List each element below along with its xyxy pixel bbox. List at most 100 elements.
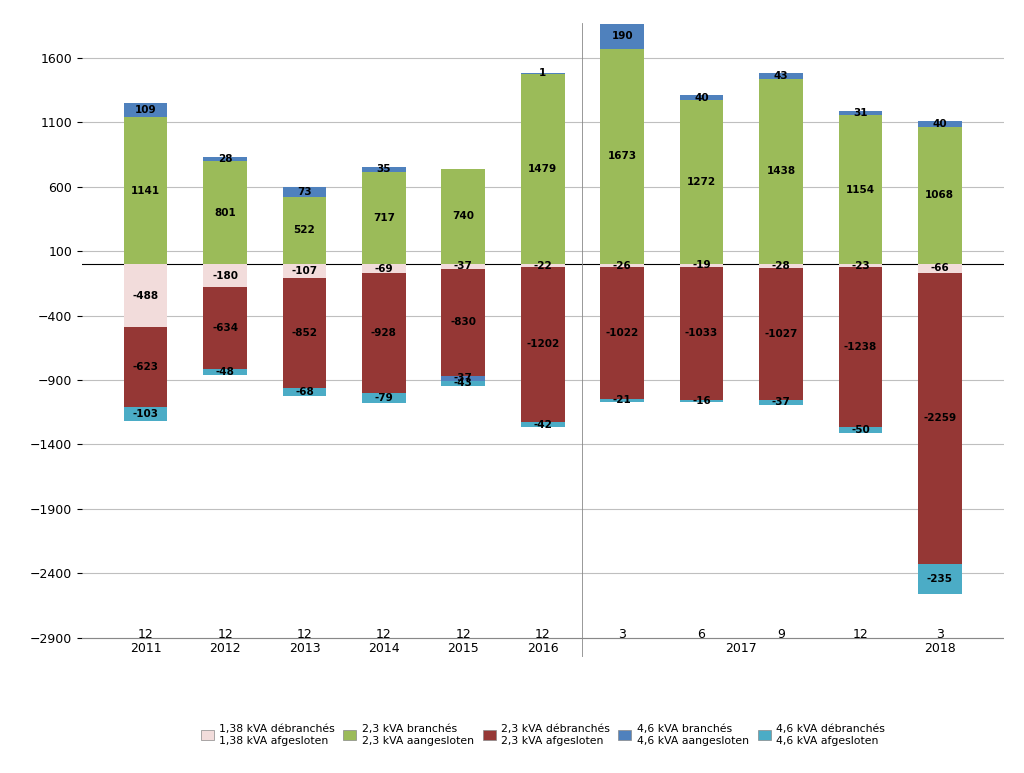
Text: -830: -830 xyxy=(451,318,476,327)
Bar xyxy=(839,264,883,267)
Bar xyxy=(203,288,247,369)
Text: -852: -852 xyxy=(292,328,317,338)
Text: 12: 12 xyxy=(138,628,154,641)
Text: -1022: -1022 xyxy=(605,329,639,339)
Bar xyxy=(600,49,644,264)
Bar xyxy=(441,169,485,264)
Bar xyxy=(759,400,803,405)
Text: 9: 9 xyxy=(777,628,785,641)
Bar xyxy=(362,264,406,273)
Bar xyxy=(918,127,962,264)
Text: 1068: 1068 xyxy=(926,190,954,200)
Text: -37: -37 xyxy=(454,261,473,271)
Text: 2013: 2013 xyxy=(289,642,321,655)
Text: 43: 43 xyxy=(774,71,788,81)
Text: 2011: 2011 xyxy=(130,642,162,655)
Bar xyxy=(283,264,327,278)
Bar xyxy=(600,399,644,402)
Bar xyxy=(441,264,485,269)
Bar xyxy=(283,387,327,397)
Text: 40: 40 xyxy=(933,119,947,129)
Text: -1238: -1238 xyxy=(844,342,877,352)
Bar xyxy=(362,172,406,264)
Text: -623: -623 xyxy=(133,362,159,372)
Text: -43: -43 xyxy=(454,378,473,388)
Text: -28: -28 xyxy=(772,261,791,271)
Text: -928: -928 xyxy=(371,328,397,338)
Text: 1438: 1438 xyxy=(766,166,796,176)
Bar xyxy=(680,267,723,400)
Bar xyxy=(680,400,723,402)
Bar xyxy=(124,327,168,407)
Text: 109: 109 xyxy=(135,105,157,115)
Bar xyxy=(521,73,564,264)
Bar xyxy=(839,267,883,427)
Bar xyxy=(283,187,327,197)
Bar xyxy=(283,197,327,264)
Text: 522: 522 xyxy=(294,226,315,236)
Bar xyxy=(203,158,247,161)
Bar xyxy=(521,267,564,422)
Bar xyxy=(759,267,803,400)
Text: -23: -23 xyxy=(851,261,869,271)
Text: 2015: 2015 xyxy=(447,642,479,655)
Text: 3: 3 xyxy=(936,628,944,641)
Text: 1673: 1673 xyxy=(607,152,637,162)
Text: 1141: 1141 xyxy=(131,186,160,196)
Bar xyxy=(918,121,962,127)
Text: 12: 12 xyxy=(853,628,868,641)
Bar xyxy=(918,564,962,594)
Text: 2014: 2014 xyxy=(368,642,399,655)
Bar xyxy=(680,95,723,100)
Text: -103: -103 xyxy=(133,409,159,419)
Text: -180: -180 xyxy=(212,271,238,281)
Text: -37: -37 xyxy=(771,397,791,407)
Bar xyxy=(600,24,644,49)
Text: -1033: -1033 xyxy=(685,328,718,338)
Text: -66: -66 xyxy=(931,264,949,274)
Text: -19: -19 xyxy=(692,261,711,271)
Text: 12: 12 xyxy=(217,628,232,641)
Text: -16: -16 xyxy=(692,396,711,406)
Text: 2012: 2012 xyxy=(209,642,241,655)
Text: -235: -235 xyxy=(927,574,952,584)
Text: 2016: 2016 xyxy=(527,642,558,655)
Bar xyxy=(759,73,803,79)
Text: -107: -107 xyxy=(292,266,317,276)
Text: -26: -26 xyxy=(612,261,632,271)
Bar xyxy=(839,111,883,115)
Bar xyxy=(203,264,247,288)
Bar xyxy=(441,269,485,376)
Text: -68: -68 xyxy=(295,387,313,397)
Text: 31: 31 xyxy=(853,108,867,118)
Bar xyxy=(362,167,406,172)
Text: -79: -79 xyxy=(375,393,393,403)
Text: 12: 12 xyxy=(456,628,471,641)
Bar xyxy=(918,273,962,564)
Text: 6: 6 xyxy=(697,628,706,641)
Text: 801: 801 xyxy=(214,207,236,217)
Text: -42: -42 xyxy=(534,420,552,430)
Text: 40: 40 xyxy=(694,93,709,103)
Text: 3: 3 xyxy=(618,628,626,641)
Text: 12: 12 xyxy=(535,628,551,641)
Text: -488: -488 xyxy=(132,291,159,301)
Bar xyxy=(203,369,247,375)
Text: 12: 12 xyxy=(297,628,312,641)
Bar xyxy=(124,103,168,117)
Bar xyxy=(680,264,723,267)
Bar xyxy=(521,422,564,427)
Bar xyxy=(759,264,803,267)
Text: 717: 717 xyxy=(373,213,395,223)
Bar xyxy=(600,267,644,399)
Text: -2259: -2259 xyxy=(924,413,956,423)
Bar xyxy=(283,278,327,387)
Text: -1202: -1202 xyxy=(526,339,559,349)
Text: -48: -48 xyxy=(216,367,234,377)
Bar xyxy=(680,100,723,264)
Text: 1154: 1154 xyxy=(846,185,874,195)
Bar xyxy=(441,380,485,386)
Legend: 1,38 kVA débranchés
1,38 kVA afgesloten, 2,3 kVA branchés
2,3 kVA aangesloten, 2: 1,38 kVA débranchés 1,38 kVA afgesloten,… xyxy=(197,720,889,750)
Bar xyxy=(203,161,247,264)
Text: -634: -634 xyxy=(212,323,239,333)
